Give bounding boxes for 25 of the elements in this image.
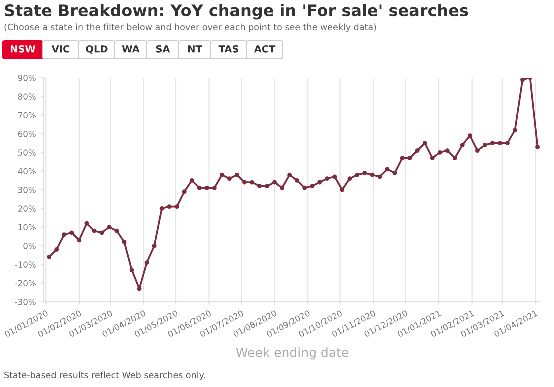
text: SA [156,45,170,53]
text: NSW [10,45,36,53]
y-tick-label: 40% [18,168,36,175]
text: State-based results reflect Web searches only. [4,372,206,380]
y-tick-label: -10% [15,262,36,268]
text: TAS [218,45,238,53]
text: WA [122,46,140,53]
y-tick-label: 10% [18,224,36,231]
text: QLD [86,45,108,54]
text: NT [188,46,202,53]
y-tick-label: 70% [18,112,36,119]
y-tick-label: -20% [15,280,36,287]
chart-subtitle: (Choose a state in the filter below and hover over each point to see the weekly data) [4,24,376,32]
text: ACT [254,45,276,53]
chart-title: State Breakdown: YoY change in 'For sale' searches [5,4,468,20]
text: VIC [52,45,70,53]
x-axis-title: Week ending date [236,348,348,360]
y-tick-label: 50% [18,150,36,156]
y-tick-label: 30% [18,186,36,194]
y-tick-label: 0% [24,242,36,250]
y-tick-label: 90% [18,74,36,82]
y-tick-label: -30% [15,298,36,306]
y-tick-label: 20% [18,206,36,212]
y-tick-label: 60% [18,130,36,138]
y-tick-label: 80% [18,94,36,100]
